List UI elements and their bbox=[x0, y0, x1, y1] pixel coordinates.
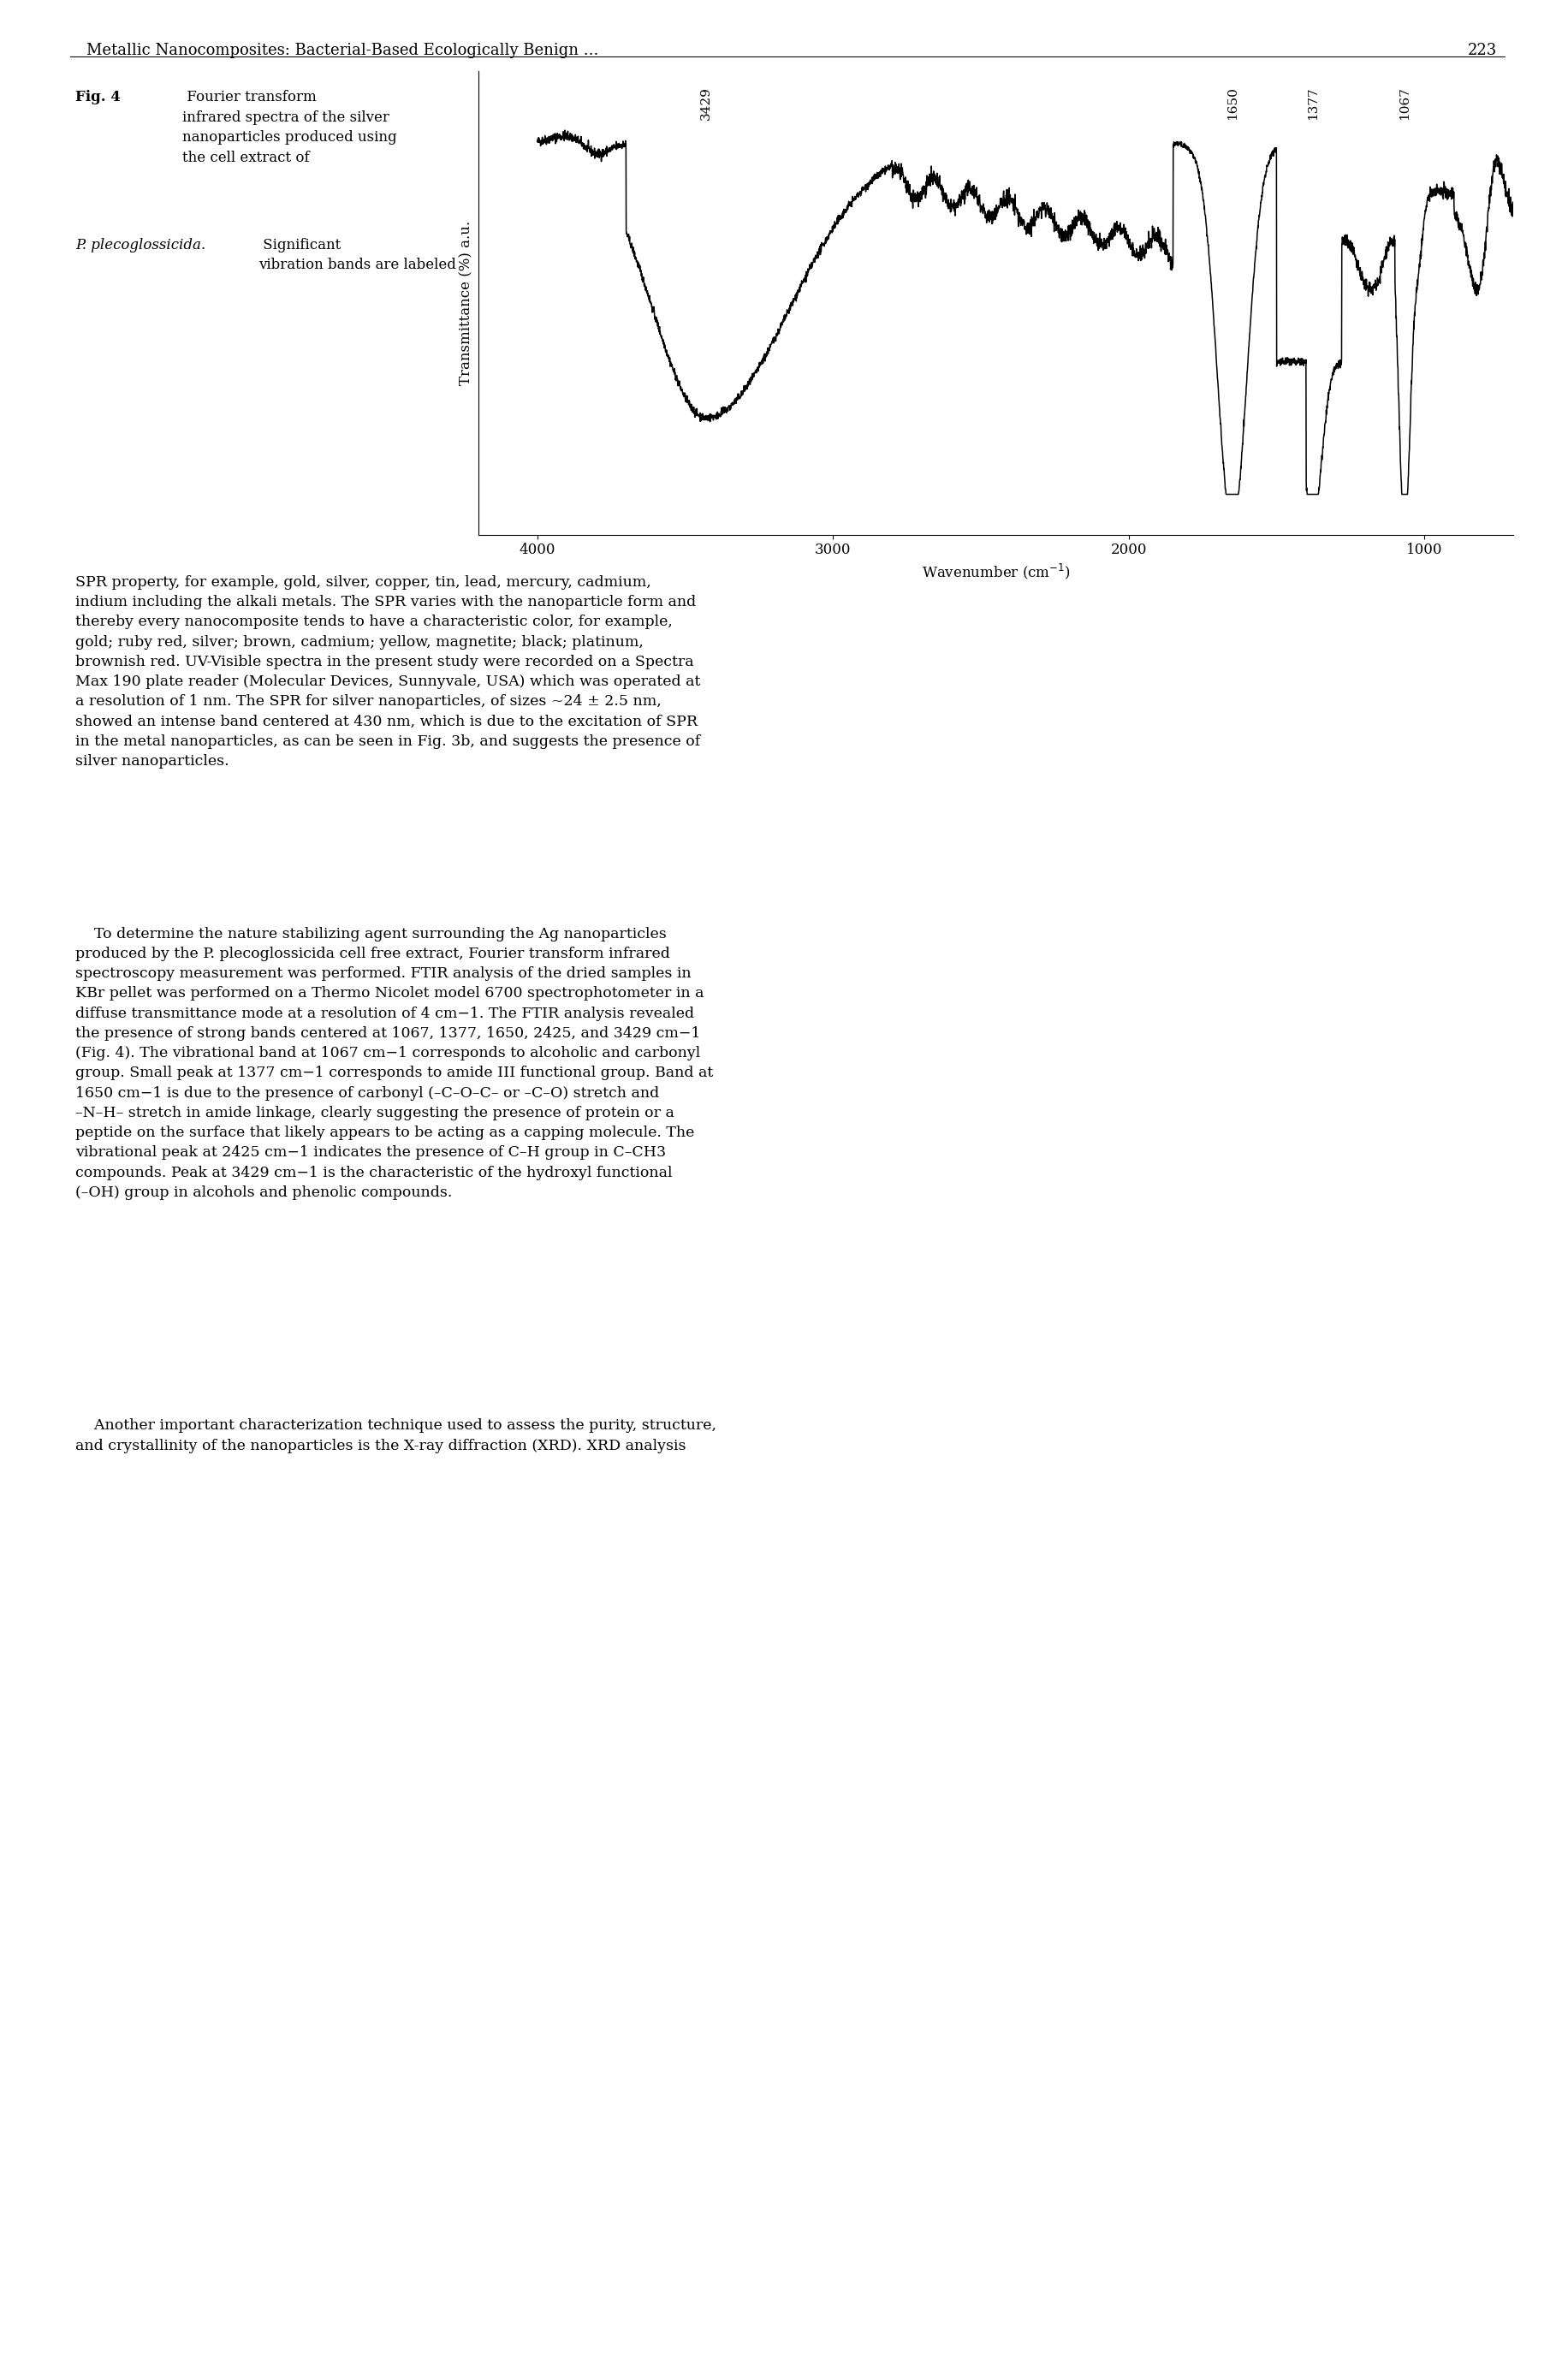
Text: 1377: 1377 bbox=[1308, 86, 1319, 119]
Text: 3429: 3429 bbox=[701, 86, 712, 119]
Text: 1650: 1650 bbox=[1226, 86, 1239, 119]
Text: P. plecoglossicida.: P. plecoglossicida. bbox=[75, 238, 205, 252]
Text: Fourier transform
infrared spectra of the silver
nanoparticles produced using
th: Fourier transform infrared spectra of th… bbox=[182, 90, 397, 166]
Text: 223: 223 bbox=[1468, 43, 1497, 57]
Text: Fig. 4: Fig. 4 bbox=[75, 90, 121, 105]
X-axis label: Wavenumber (cm$^{-1}$): Wavenumber (cm$^{-1}$) bbox=[922, 563, 1069, 582]
Text: 1067: 1067 bbox=[1399, 86, 1411, 119]
Text: Significant
vibration bands are labeled: Significant vibration bands are labeled bbox=[259, 238, 456, 273]
Y-axis label: Transmittance (%) a.u.: Transmittance (%) a.u. bbox=[459, 221, 474, 385]
Text: SPR property, for example, gold, silver, copper, tin, lead, mercury, cadmium,
in: SPR property, for example, gold, silver,… bbox=[75, 575, 701, 767]
Text: Metallic Nanocomposites: Bacterial-Based Ecologically Benign ...: Metallic Nanocomposites: Bacterial-Based… bbox=[86, 43, 599, 57]
Text: To determine the nature stabilizing agent surrounding the Ag nanoparticles
produ: To determine the nature stabilizing agen… bbox=[75, 927, 713, 1200]
Text: Another important characterization technique used to assess the purity, structur: Another important characterization techn… bbox=[75, 1418, 717, 1452]
